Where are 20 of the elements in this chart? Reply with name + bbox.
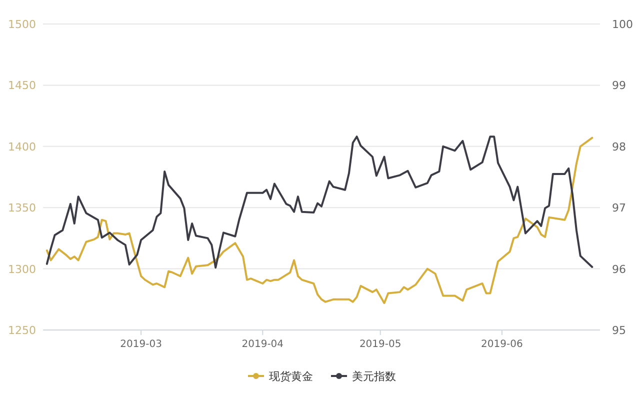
y2-tick-label: 97 (612, 202, 626, 215)
y-tick-label: 1300 (8, 262, 36, 276)
legend-label: 美元指数 (352, 370, 396, 383)
x-tick-label: 2019-03 (120, 339, 162, 350)
y2-tick-label: 95 (612, 324, 626, 337)
line-series (46, 136, 594, 269)
y2-tick-label: 99 (612, 79, 626, 92)
x-tick-label: 2019-05 (359, 339, 402, 350)
y2-tick-label: 96 (612, 262, 626, 276)
x-tick-label: 2019-06 (481, 339, 523, 350)
y-tick-label: 1250 (8, 324, 36, 337)
line-series (46, 136, 594, 304)
y-tick-label: 1400 (8, 140, 36, 154)
y2-tick-label: 98 (612, 140, 626, 154)
legend-label: 现货黄金 (269, 370, 313, 383)
x-tick-label: 2019-04 (242, 339, 284, 350)
y-tick-label: 1450 (8, 79, 36, 92)
y-tick-label: 1500 (8, 18, 36, 31)
y-tick-label: 1350 (8, 202, 36, 215)
y2-tick-label: 100 (612, 18, 633, 31)
